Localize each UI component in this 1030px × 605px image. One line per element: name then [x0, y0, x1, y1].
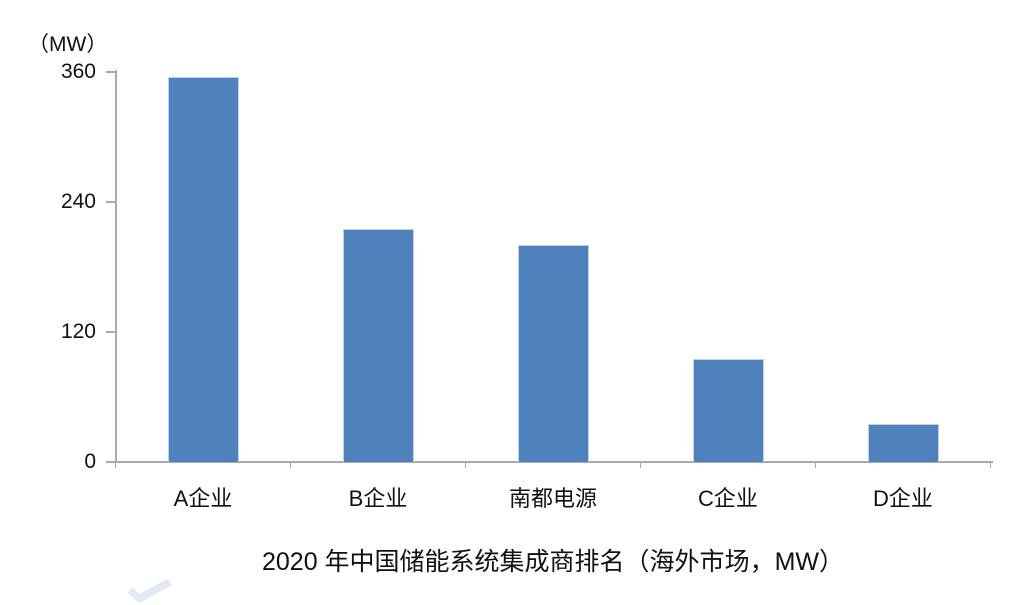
- x-axis-line: [107, 461, 993, 463]
- y-tick-label: 360: [60, 60, 96, 83]
- category-label: D企业: [873, 486, 933, 511]
- watermark-check-icon: [120, 578, 190, 605]
- category-label: B企业: [348, 486, 408, 511]
- bar-A企业: [167, 77, 239, 462]
- x-tick-mark: [289, 462, 292, 468]
- x-tick-mark: [814, 462, 817, 468]
- bar-D企业: [867, 424, 939, 462]
- y-tick-mark: [106, 71, 115, 73]
- chart-title: 2020 年中国储能系统集成商排名（海外市场，MW）: [262, 548, 844, 576]
- x-tick-mark: [464, 462, 467, 468]
- y-tick-mark: [106, 461, 115, 463]
- y-tick-label: 120: [60, 320, 96, 343]
- x-tick-mark: [114, 462, 117, 468]
- category-label: A企业: [173, 486, 233, 511]
- y-tick-mark: [106, 331, 115, 333]
- bar-南都电源: [517, 245, 589, 462]
- category-label: 南都电源: [508, 486, 597, 511]
- y-tick-label: 0: [84, 450, 96, 473]
- x-tick-mark: [639, 462, 642, 468]
- x-tick-mark: [989, 462, 992, 468]
- bar-B企业: [342, 229, 414, 462]
- y-tick-label: 240: [60, 190, 96, 213]
- y-axis-unit-label: （MW）: [28, 33, 108, 56]
- bar-C企业: [692, 359, 764, 462]
- y-axis-line: [115, 70, 117, 462]
- category-label: C企业: [698, 486, 758, 511]
- y-tick-mark: [106, 201, 115, 203]
